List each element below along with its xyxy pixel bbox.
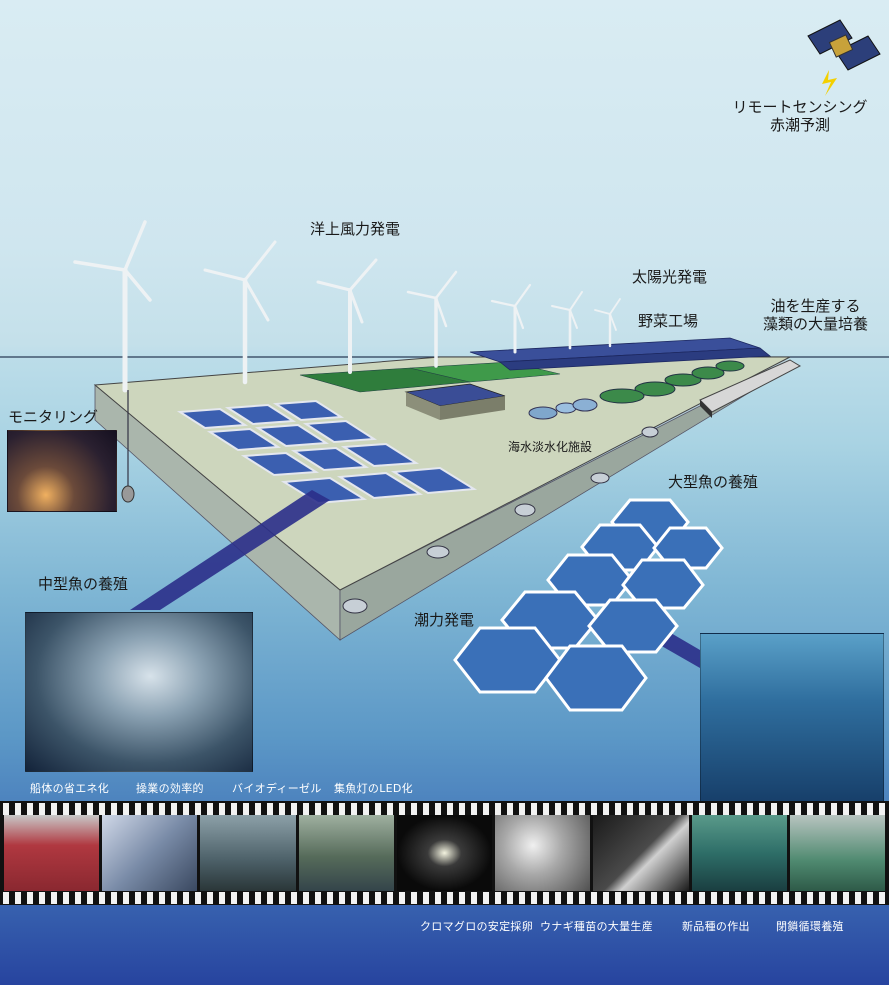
vegetable-factory-building: [406, 392, 440, 420]
wind-turbines: [73, 220, 621, 393]
tuna-photo: [700, 633, 884, 803]
monitoring-photo: [7, 430, 117, 512]
caption-bluefin-eggs: クロマグロの安定採卵: [420, 920, 533, 933]
wind-turbine: [203, 240, 277, 385]
desalination-facility: [528, 398, 598, 420]
film-frame-harbor: [200, 815, 296, 891]
caption-closed-recirculation: 閉鎖循環養殖: [776, 920, 844, 933]
filmstrip-sprockets-bottom: [0, 892, 889, 904]
caption-operation-efficiency: 操業の効率的: [136, 782, 204, 795]
wind-turbine: [490, 283, 532, 354]
vegetable-factory-label: 野菜工場: [638, 312, 699, 330]
film-frame-fishing-boat: [298, 815, 394, 891]
caption-eel-seedlings: ウナギ種苗の大量生産: [540, 920, 653, 933]
film-frame-fishing-work: [102, 815, 198, 891]
caption-biodiesel: バイオディーゼル: [232, 782, 322, 795]
algae-ponds: [599, 360, 745, 404]
caption-led-lights: 集魚灯のLED化: [334, 782, 413, 795]
wind-turbine: [594, 298, 621, 348]
wind-turbine: [406, 270, 458, 368]
satellite-icon: [807, 19, 881, 96]
caption-hull-energy: 船体の省エネ化: [30, 782, 110, 795]
fish-pools: [176, 399, 478, 505]
desalination-label: 海水淡水化施設: [508, 440, 593, 454]
film-frame-tuna-eggs: [495, 815, 591, 891]
tidal-label: 潮力発電: [414, 611, 475, 629]
remote-sensing-label: リモートセンシング 赤潮予測: [732, 98, 868, 134]
filmstrip-frames: [4, 815, 885, 891]
film-frame-led-lights: [396, 815, 493, 891]
wind-turbine: [551, 291, 583, 350]
monitoring-buoy-icon: [121, 485, 135, 503]
offshore-wind-label: 洋上風力発電: [310, 220, 401, 238]
medium-fish-label: 中型魚の養殖: [38, 575, 129, 593]
filmstrip-sprockets-top: [0, 803, 889, 815]
film-frame-ship-hull: [4, 815, 100, 891]
pointer-medium-fish: [130, 490, 330, 610]
large-fish-label: 大型魚の養殖: [668, 473, 759, 491]
monitoring-label: モニタリング: [8, 408, 99, 426]
wind-turbine: [316, 258, 378, 374]
film-frame-closed-tanks: [789, 815, 885, 891]
hexagon-net-pens: [453, 498, 724, 712]
filmstrip: [0, 801, 889, 905]
solar-label: 太陽光発電: [632, 268, 708, 286]
wind-turbine: [73, 220, 152, 393]
tanker-ship: [699, 359, 802, 418]
algae-label: 油を生産する 藻類の大量培養: [762, 297, 868, 333]
film-frame-eel-larvae: [593, 815, 689, 891]
medium-fish-photo: [25, 612, 253, 772]
tidal-turbines: [342, 426, 659, 614]
film-frame-fish-school: [691, 815, 787, 891]
caption-new-breeds: 新品種の作出: [682, 920, 750, 933]
vegetable-factory-building: [440, 396, 505, 420]
solar-panels: [498, 347, 772, 371]
